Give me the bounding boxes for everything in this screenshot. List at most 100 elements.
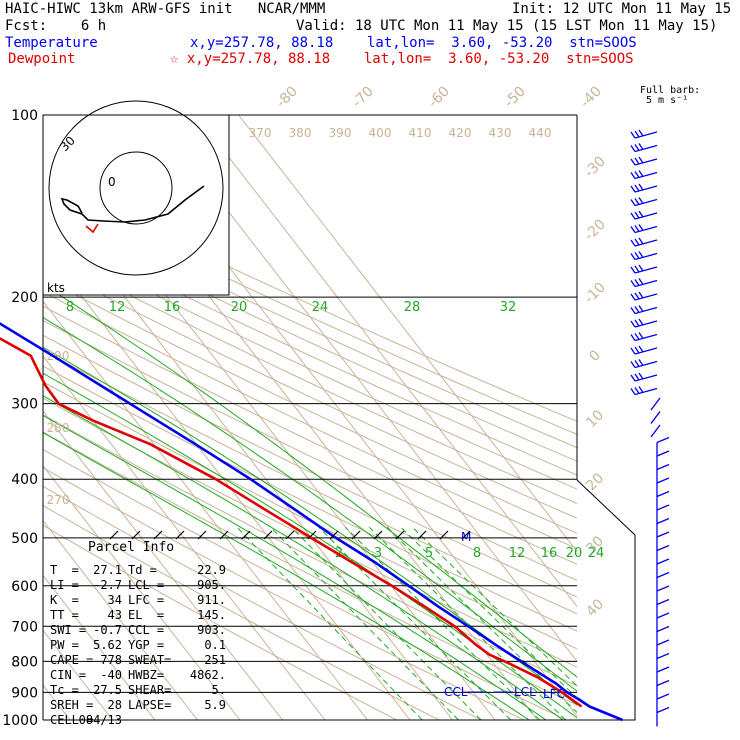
wind-barb-stroke <box>656 571 670 592</box>
parcel-info-cell: HWBZ= <box>128 668 165 682</box>
wind-barb <box>630 372 658 382</box>
wind-barb <box>630 129 658 139</box>
wind-barb-stroke <box>630 291 658 301</box>
isotherm <box>195 115 577 608</box>
dry-adiabat <box>43 365 577 632</box>
parcel-info-cell: 5.62 <box>93 638 122 652</box>
dry-adiabat <box>43 187 577 435</box>
wind-barb <box>656 639 670 659</box>
dry-adiabats <box>43 176 577 720</box>
isotherm-label: 20 <box>583 470 607 494</box>
wind-barb-stroke <box>656 463 670 484</box>
temperature-legend: Temperature <box>5 35 98 51</box>
pressure-tick-label: 1000 <box>2 713 38 729</box>
moist-adiabat <box>43 395 564 720</box>
isotherm-label: -70 <box>349 83 376 110</box>
wind-barb <box>630 318 658 328</box>
wind-barb <box>656 490 670 511</box>
wind-barb <box>656 477 670 497</box>
parcel-info-cell: PW = <box>50 638 79 652</box>
parcel-info-cell: LFC = <box>128 593 165 607</box>
parcel-hatch <box>461 530 471 540</box>
wind-barb-stroke <box>630 372 658 382</box>
isotherm-label: -60 <box>425 83 452 110</box>
parcel-hatch <box>285 530 295 540</box>
moist-adiabat <box>43 432 530 720</box>
parcel-info-cell: CIN = <box>50 668 87 682</box>
dry-adiabat <box>43 397 577 668</box>
moist-adiabat <box>43 283 577 678</box>
theta-label: 390 <box>329 126 352 140</box>
moist-adiabat-label: 16 <box>164 300 181 315</box>
pressure-tick-label: 400 <box>11 472 38 488</box>
isotherm-label: -80 <box>273 83 300 110</box>
wind-barb-stroke <box>656 693 670 713</box>
parcel-info-cell: 27.1 <box>93 563 122 577</box>
wind-barb <box>656 531 670 551</box>
wind-barb <box>630 386 658 396</box>
wind-barb-stroke <box>656 679 670 700</box>
hodograph-box <box>42 114 230 296</box>
wind-barb-stroke <box>656 666 670 686</box>
wind-barb <box>630 170 658 180</box>
wind-barb-stroke <box>656 558 670 578</box>
wind-barb <box>656 585 670 605</box>
parcel-info-cell: LI = <box>50 578 79 592</box>
wind-barb-stroke <box>656 504 670 524</box>
parcel-hatch <box>417 530 427 540</box>
wind-barb <box>656 706 670 727</box>
wind-barb-stroke <box>656 598 670 619</box>
dry-adiabat <box>43 291 577 550</box>
hodograph-ring-label: 0 <box>108 175 116 189</box>
mixing-ratio-label: 24 <box>588 546 605 561</box>
wind-barb-stroke <box>656 436 670 457</box>
isotherm <box>43 300 368 720</box>
init-time: Init: 12 UTC Mon 11 May 15 <box>512 1 732 17</box>
parcel-info-cell: 5. <box>211 683 226 697</box>
parcel-hatch <box>373 530 383 540</box>
parcel-info-cell: 0.1 <box>204 638 226 652</box>
wind-barb-stroke <box>630 305 658 315</box>
wind-barb <box>656 625 670 646</box>
parcel-info-cell: Tc = <box>50 683 79 697</box>
wind-barb-stroke <box>630 210 658 220</box>
pressure-tick-label: 100 <box>11 108 38 124</box>
wind-barb-stroke <box>656 706 670 727</box>
wind-barb <box>630 278 658 288</box>
theta-label: 430 <box>489 126 512 140</box>
parcel-info-cell: SWEAT= <box>128 653 172 667</box>
wind-barb <box>650 411 661 424</box>
mixing-ratio-label: 5 <box>425 546 433 561</box>
wind-barb <box>656 517 670 538</box>
parcel-info-cell: 145. <box>197 608 226 622</box>
wind-barb-stroke <box>630 237 658 247</box>
parcel-hatch <box>219 530 229 540</box>
isotherm-label: 40 <box>583 596 607 620</box>
moist-adiabat-label: 8 <box>66 300 74 315</box>
hodograph-trace-low <box>85 223 99 234</box>
theta-label: 270 <box>47 493 70 507</box>
isotherm <box>238 115 577 553</box>
isotherm-label: 0 <box>586 347 604 365</box>
parcel-hatch <box>109 530 119 540</box>
dry-adiabat <box>43 504 440 720</box>
dry-adiabat <box>43 200 577 449</box>
mixing-ratio-line <box>318 526 512 720</box>
parcel-info-cell: 084/13 <box>78 713 122 727</box>
dry-adiabat <box>43 431 577 706</box>
isotherm-label: -40 <box>577 83 604 110</box>
wind-barb-stroke <box>630 143 658 153</box>
wind-barb <box>656 504 670 524</box>
parcel-info-cell: 905. <box>197 578 226 592</box>
isotherm <box>43 464 241 720</box>
wind-barb <box>656 544 670 565</box>
pressure-tick-label: 700 <box>11 619 38 635</box>
wind-barb-stroke <box>650 397 661 411</box>
isotherm <box>153 115 577 663</box>
wind-barb-stroke <box>630 129 658 139</box>
parcel-info-cell: 251 <box>204 653 226 667</box>
mixing-ratio-line <box>236 526 423 720</box>
wind-barb-stroke <box>656 625 670 646</box>
parcel-info-cell: -2.7 <box>93 578 122 592</box>
parcel-hatch <box>307 530 317 540</box>
